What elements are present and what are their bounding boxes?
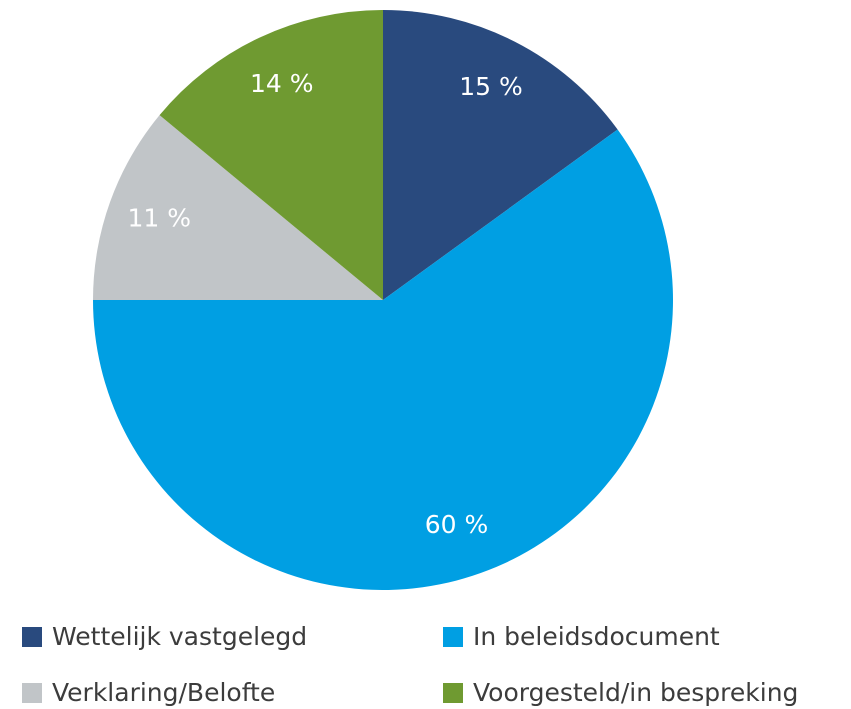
legend-label: In beleidsdocument (473, 622, 720, 651)
pie-slice (159, 10, 383, 300)
value-label: 60 % (425, 510, 489, 539)
value-label: 15 % (459, 72, 523, 101)
pie-slice (383, 10, 618, 300)
value-label: 11 % (128, 203, 192, 232)
pie-slice (93, 129, 673, 591)
pie-slice (93, 115, 383, 301)
value-label: 14 % (250, 69, 314, 98)
legend-swatch (22, 627, 42, 647)
legend-swatch (443, 627, 463, 647)
legend-label: Voorgesteld/in bespreking (473, 678, 798, 707)
legend-label: Wettelijk vastgelegd (52, 622, 307, 651)
legend-label: Verklaring/Belofte (52, 678, 275, 707)
legend-swatch (22, 683, 42, 703)
legend-swatch (443, 683, 463, 703)
